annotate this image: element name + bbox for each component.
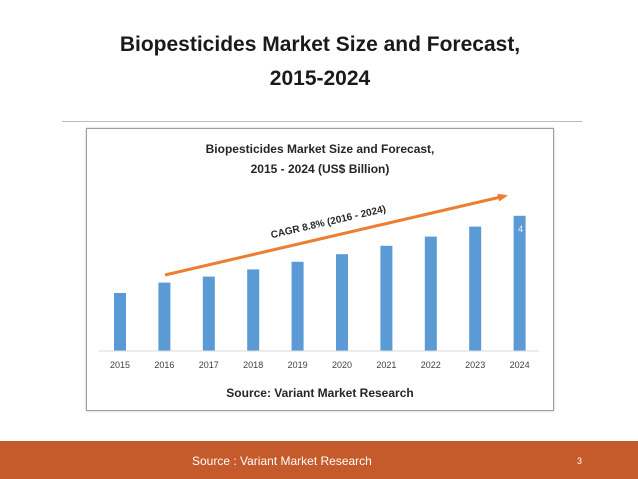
bar-2018 [247, 269, 260, 351]
bar-2017 [202, 276, 215, 351]
chart-svg: Biopesticides Market Size and Forecast, … [99, 142, 539, 400]
footer-source: Source : Variant Market Research [192, 454, 372, 468]
x-tick-label-2017: 2017 [199, 360, 219, 370]
x-tick-label-2019: 2019 [288, 360, 308, 370]
x-tick-label-2016: 2016 [154, 360, 174, 370]
bar-2015 [114, 293, 126, 351]
chart-title: Biopesticides Market Size and Forecast, [206, 142, 435, 156]
bar-2024 [513, 215, 526, 351]
bars-group: 4 [114, 215, 526, 351]
bar-2022 [424, 236, 437, 351]
x-tick-label-2015: 2015 [110, 360, 130, 370]
chart-frame: Biopesticides Market Size and Forecast, … [86, 128, 554, 411]
x-tick-label-2020: 2020 [332, 360, 352, 370]
slide-title: Biopesticides Market Size and Forecast, … [60, 28, 580, 96]
bar-2019 [291, 261, 304, 351]
bar-2020 [336, 254, 348, 351]
title-divider [62, 121, 582, 122]
x-tick-labels: 2015 2016 2017 2018 2019 2020 2021 2022 2023 2024 [110, 360, 530, 370]
bar-2023 [469, 226, 482, 351]
slide-title-line-1: Biopesticides Market Size and Forecast, [119, 33, 521, 56]
x-tick-label-2021: 2021 [376, 360, 396, 370]
bar-2021 [380, 245, 393, 351]
data-label-2024: 4 [518, 224, 523, 234]
footer-bar: Source : Variant Market Research 3 [0, 441, 638, 479]
cagr-arrow [164, 193, 508, 277]
bar-2016 [158, 282, 171, 351]
slide-title-line-2: 2015-2024 [269, 67, 371, 90]
chart-subtitle: 2015 - 2024 (US$ Billion) [251, 162, 390, 176]
page-number: 3 [577, 456, 583, 466]
x-tick-label-2024: 2024 [510, 360, 530, 370]
chart-source: Source: Variant Market Research [226, 386, 413, 400]
x-tick-label-2018: 2018 [243, 360, 263, 370]
x-tick-label-2022: 2022 [421, 360, 441, 370]
x-tick-label-2023: 2023 [465, 360, 485, 370]
